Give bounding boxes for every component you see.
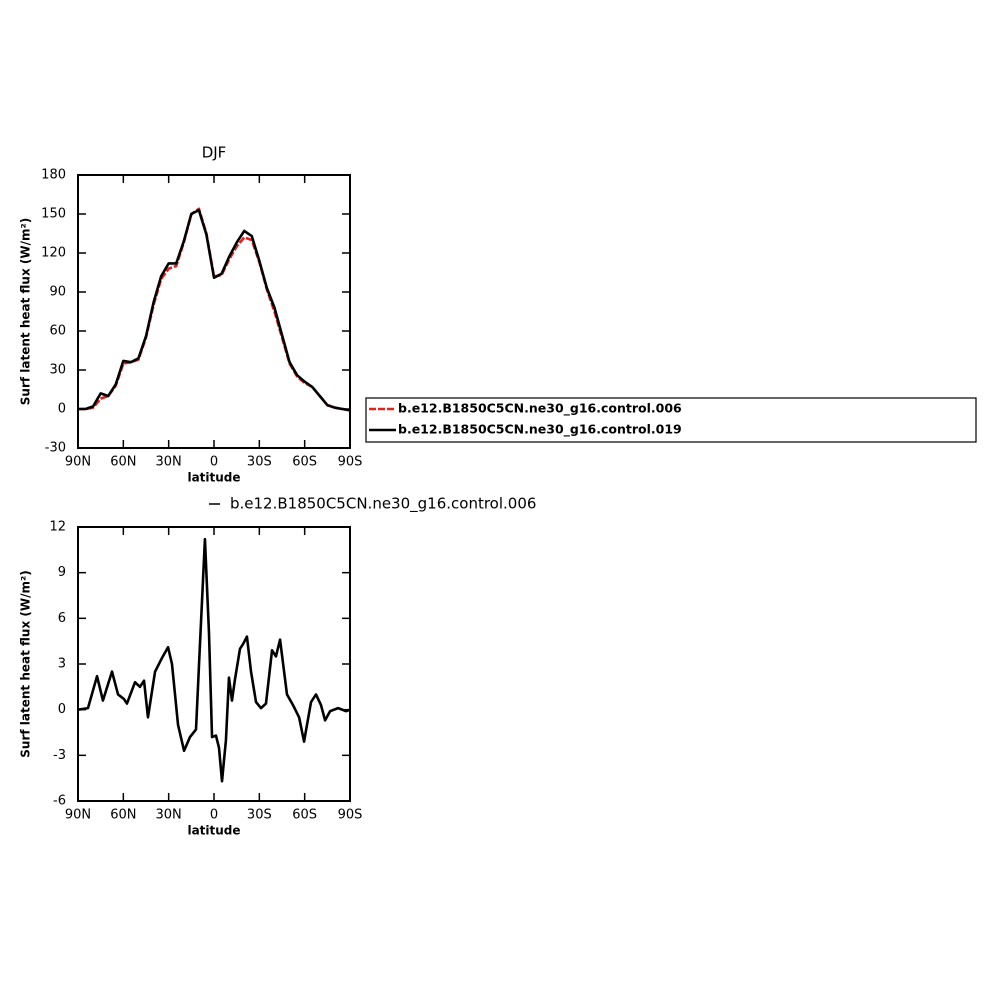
y-tick-label: 9	[58, 565, 66, 580]
y-tick-label: -3	[53, 748, 66, 763]
x-tick-label: 30N	[156, 455, 182, 470]
plot-frame	[77, 174, 351, 449]
x-tick-label: 60N	[110, 808, 136, 823]
x-axis-label: latitude	[187, 471, 240, 485]
y-tick-label: -30	[45, 441, 66, 456]
chart-title: DJF	[202, 144, 227, 162]
y-tick-label: 6	[58, 611, 66, 626]
x-tick-label: 0	[210, 455, 218, 470]
legend-box	[365, 397, 977, 443]
y-tick-label: 150	[41, 207, 66, 222]
x-tick-label: 60S	[292, 455, 317, 470]
x-tick-label: 30N	[156, 808, 182, 823]
data-line	[78, 208, 351, 412]
y-axis-label: Surf latent heat flux (W/m²)	[19, 218, 33, 405]
y-tick-label: 120	[41, 246, 66, 261]
x-tick-label: 90N	[65, 808, 91, 823]
x-tick-label: 30S	[247, 455, 272, 470]
legend-label: b.e12.B1850C5CN.ne30_g16.control.019	[398, 422, 682, 438]
y-tick-label: 60	[49, 324, 66, 339]
data-line	[78, 207, 351, 412]
y-axis-label: Surf latent heat flux (W/m²)	[19, 570, 33, 757]
x-tick-label: 90S	[338, 455, 363, 470]
y-tick-label: 12	[49, 520, 66, 535]
x-tick-label: 30S	[247, 808, 272, 823]
x-tick-label: 0	[210, 808, 218, 823]
x-tick-label: 60S	[292, 808, 317, 823]
x-tick-label: 90S	[338, 808, 363, 823]
x-axis-label: latitude	[187, 824, 240, 838]
data-line	[77, 537, 351, 783]
legend-label: b.e12.B1850C5CN.ne30_g16.control.006	[398, 401, 682, 417]
y-tick-label: 3	[58, 657, 66, 672]
y-tick-label: 90	[49, 285, 66, 300]
y-tick-label: 180	[41, 168, 66, 183]
x-tick-label: 60N	[110, 455, 136, 470]
legend-label: b.e12.B1850C5CN.ne30_g16.control.006	[230, 495, 536, 514]
x-tick-label: 90N	[65, 455, 91, 470]
plot-frame	[77, 526, 351, 802]
y-tick-label: 0	[58, 702, 66, 717]
y-tick-label: 0	[58, 402, 66, 417]
y-tick-label: 30	[49, 363, 66, 378]
y-tick-label: -6	[53, 794, 66, 809]
